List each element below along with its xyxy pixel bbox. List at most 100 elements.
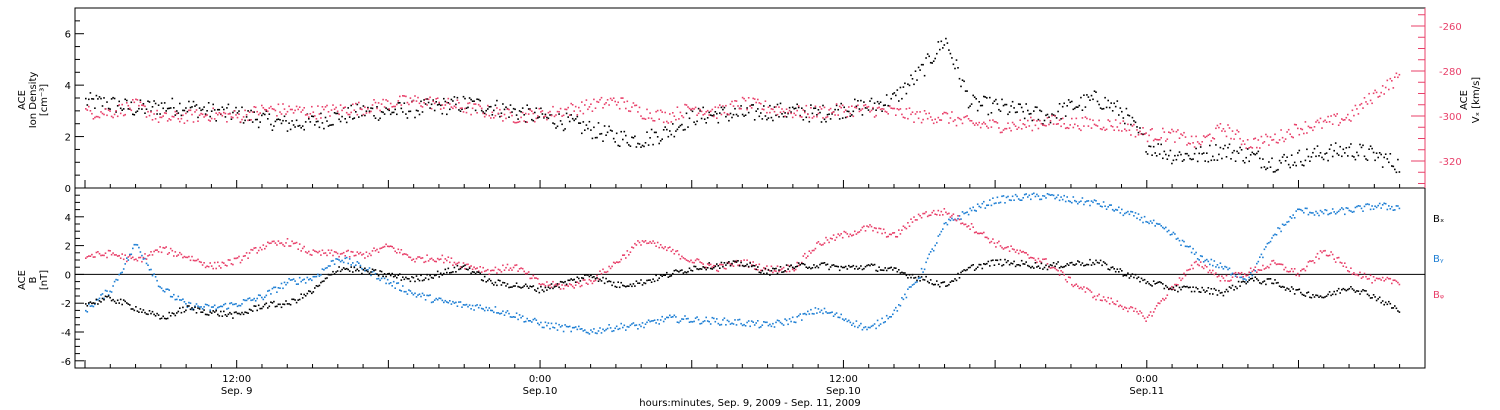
- density-series-point: [1030, 112, 1032, 115]
- by-series-point: [1178, 239, 1181, 242]
- velocity-series-point: [706, 109, 709, 112]
- velocity-series-point: [1060, 125, 1062, 128]
- bz-series-point: [1102, 296, 1105, 298]
- density-series-point: [1169, 149, 1172, 152]
- velocity-series-point: [1202, 135, 1205, 137]
- density-series-point: [951, 57, 953, 59]
- bx-series-point: [176, 312, 178, 314]
- velocity-series-point: [89, 110, 92, 112]
- density-series-point: [623, 130, 626, 133]
- density-series-point: [882, 104, 885, 107]
- bz-series-point: [992, 238, 994, 240]
- time-tick-label: 12:00: [222, 374, 251, 385]
- bx-series-point: [1093, 263, 1096, 266]
- bz-series-point: [1054, 267, 1056, 270]
- density-series-point: [1256, 152, 1258, 155]
- bz-series-point: [981, 232, 984, 235]
- bz-series-point: [1339, 261, 1341, 264]
- bx-series-point: [972, 264, 974, 266]
- density-series-point: [223, 108, 225, 111]
- density-series-point: [1116, 100, 1119, 102]
- by-series-point: [497, 312, 500, 314]
- bx-series-point: [150, 312, 152, 315]
- density-series-point: [1304, 159, 1307, 162]
- by-series-point: [732, 323, 735, 325]
- bz-series-point: [1063, 274, 1065, 276]
- velocity-series-point: [819, 106, 821, 108]
- by-series-point: [1104, 205, 1106, 207]
- density-series-point: [1131, 116, 1134, 119]
- density-series-point: [776, 103, 779, 106]
- velocity-series-point: [1177, 129, 1179, 131]
- density-series-point: [336, 112, 339, 115]
- bz-series-point: [194, 259, 196, 262]
- bz-series-point: [1201, 266, 1203, 268]
- velocity-series-point: [527, 113, 530, 115]
- bz-series-point: [1172, 288, 1175, 290]
- density-series-point: [394, 108, 396, 111]
- bx-series-point: [1254, 276, 1257, 278]
- bz-series-point: [609, 267, 612, 270]
- density-series-point: [1292, 164, 1294, 166]
- density-series-point: [194, 105, 196, 107]
- by-series-point: [1228, 267, 1231, 270]
- by-series-point: [1127, 210, 1129, 213]
- velocity-series-point: [872, 106, 874, 109]
- bz-series-point: [637, 240, 639, 242]
- bx-series-point: [1010, 262, 1012, 264]
- bz-series-point: [661, 246, 663, 249]
- by-series-point: [914, 281, 917, 284]
- velocity-series-point: [828, 109, 830, 111]
- bz-series-point: [221, 261, 224, 264]
- by-series-point: [1199, 255, 1202, 257]
- by-series-point: [176, 298, 178, 301]
- density-series-point: [1005, 103, 1008, 106]
- density-series-point: [811, 112, 814, 115]
- density-series-point: [1192, 158, 1194, 160]
- bz-series-point: [253, 247, 255, 249]
- by-series-point: [901, 297, 903, 299]
- by-series-point: [88, 303, 90, 305]
- bx-series-point: [1067, 264, 1070, 266]
- density-series-point: [512, 107, 515, 110]
- bz-series-point: [1023, 251, 1026, 254]
- velocity-series-point: [254, 106, 257, 109]
- bz-series-point: [418, 256, 421, 258]
- density-series-point: [1163, 150, 1166, 153]
- by-series-point: [1086, 200, 1088, 202]
- by-series-point: [1394, 209, 1396, 211]
- by-series-point: [1281, 223, 1284, 226]
- velocity-series-point: [1057, 123, 1059, 125]
- bz-series-point: [926, 215, 929, 218]
- by-series-point: [957, 217, 959, 220]
- density-series-point: [787, 112, 789, 115]
- density-series-point: [946, 42, 949, 44]
- bx-series-point: [1137, 276, 1140, 278]
- density-series-point: [311, 115, 313, 117]
- by-series-point: [317, 273, 319, 276]
- density-series-point: [291, 120, 293, 122]
- velocity-series-point: [590, 103, 592, 105]
- bx-series-point: [396, 276, 398, 279]
- velocity-series-point: [1281, 136, 1284, 139]
- density-series-point: [1246, 148, 1249, 150]
- velocity-series-point: [409, 97, 412, 99]
- density-series-point: [1051, 113, 1053, 115]
- bz-series-point: [1187, 269, 1190, 271]
- bz-series-point: [508, 269, 510, 271]
- velocity-series-point: [408, 103, 410, 106]
- velocity-series-point: [402, 95, 404, 97]
- bx-series-point: [110, 299, 113, 302]
- bx-series-point: [1345, 289, 1348, 292]
- bz-series-point: [802, 255, 805, 257]
- velocity-series-point: [490, 117, 492, 119]
- velocity-series-point: [1022, 123, 1024, 125]
- bx-series-point: [348, 270, 351, 272]
- density-series-point: [188, 100, 190, 103]
- density-series-point: [975, 98, 977, 100]
- bz-series-point: [505, 266, 507, 269]
- density-series-point: [561, 123, 563, 126]
- bx-series-point: [353, 266, 356, 269]
- velocity-series-point: [314, 115, 316, 117]
- bz-series-point: [1394, 279, 1396, 281]
